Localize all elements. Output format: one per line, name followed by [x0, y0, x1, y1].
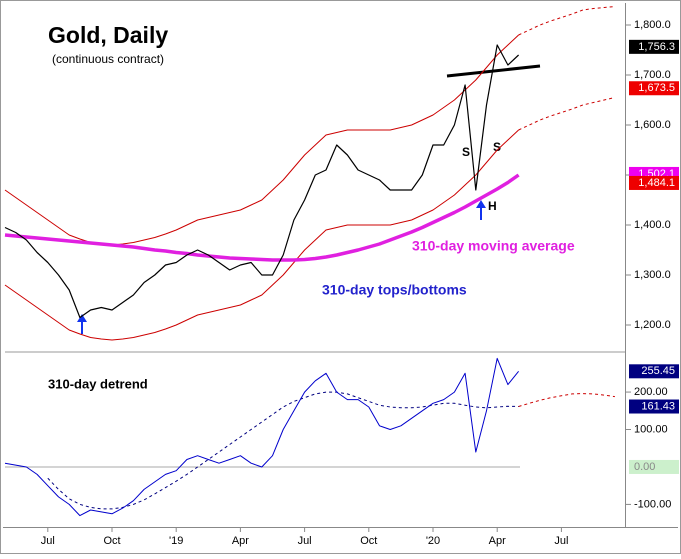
series-line — [4, 357, 519, 517]
x-tick-label: Jul — [41, 535, 55, 547]
neckline — [446, 64, 541, 78]
y-tick-label: 200.00 — [634, 386, 668, 398]
value-box — [629, 364, 679, 379]
x-tick-label: Oct — [103, 535, 120, 547]
value-box — [629, 459, 679, 474]
value-box-label: 1,484.1 — [638, 177, 675, 189]
annotation: S — [462, 145, 470, 159]
x-tick-label: Apr — [232, 535, 249, 547]
annotation: 310-day tops/bottoms — [322, 282, 467, 298]
y-tick-label: 1,400.0 — [634, 219, 671, 231]
series-line — [518, 97, 616, 131]
x-tick-label: '20 — [426, 535, 440, 547]
x-tick-label: Oct — [360, 535, 377, 547]
y-tick-label: 1,600.0 — [634, 119, 671, 131]
y-tick-label: 1,700.0 — [634, 69, 671, 81]
y-tick-label: 1,200.0 — [634, 319, 671, 331]
chart-title: Gold, Daily — [48, 22, 168, 48]
arrows — [77, 200, 486, 334]
value-box — [629, 175, 679, 190]
y-tick-label: 100.00 — [634, 423, 668, 435]
value-box — [629, 399, 679, 414]
value-box-label: 1,673.5 — [638, 82, 675, 94]
annotation: H — [488, 199, 497, 213]
series-line — [4, 44, 520, 319]
y-tick-label: 1,300.0 — [634, 269, 671, 281]
y-tick-label: 1,800.0 — [634, 19, 671, 31]
annotation: S — [493, 140, 501, 154]
value-box — [629, 81, 679, 96]
x-tick-label: '19 — [169, 535, 183, 547]
value-box-label: 1,756.3 — [638, 41, 675, 53]
y-tick-label: -100.00 — [634, 498, 671, 510]
annotation: 310-day moving average — [412, 238, 575, 254]
chart-subtitle: (continuous contract) — [52, 52, 164, 66]
value-box — [629, 39, 679, 54]
series-line — [518, 6, 615, 36]
series-line — [518, 393, 615, 407]
value-box-label: 161.43 — [641, 400, 675, 412]
value-box-label: 255.45 — [641, 365, 675, 377]
value-box-label: 0.00 — [634, 461, 655, 473]
x-tick-label: Jul — [554, 535, 568, 547]
arrow — [77, 314, 87, 334]
arrow — [476, 200, 486, 220]
panel-title: 310-day detrend — [48, 376, 148, 391]
x-tick-label: Jul — [298, 535, 312, 547]
x-tick-label: Apr — [489, 535, 506, 547]
series-line — [4, 129, 519, 341]
series-line — [4, 173, 520, 262]
